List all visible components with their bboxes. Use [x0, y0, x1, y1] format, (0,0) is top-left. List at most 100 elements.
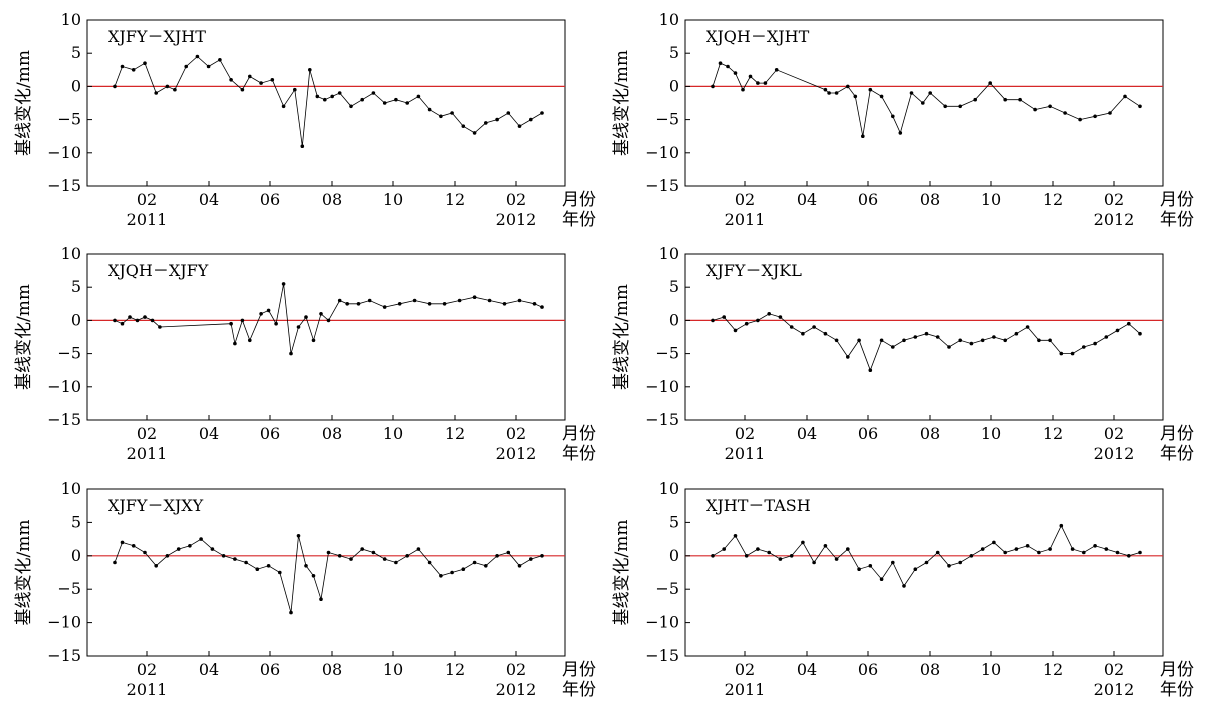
data-point: [173, 87, 177, 92]
data-point: [868, 564, 873, 568]
year-label: 2012: [496, 210, 537, 229]
data-point: [326, 550, 331, 555]
data-point: [992, 335, 996, 339]
data-point: [495, 117, 499, 122]
data-point: [711, 554, 715, 558]
data-point: [1003, 550, 1007, 555]
data-point: [853, 94, 858, 99]
data-point: [176, 547, 181, 551]
data-point: [778, 315, 783, 319]
data-point: [506, 550, 511, 555]
data-point: [718, 61, 723, 65]
data-point: [924, 331, 929, 336]
y-tick-label: −5: [57, 344, 81, 363]
data-point: [128, 315, 132, 319]
y-tick-label: 5: [71, 43, 81, 62]
data-point: [1115, 550, 1120, 555]
x-tick-label: 02: [137, 660, 157, 679]
data-point: [1127, 554, 1131, 558]
data-point: [973, 97, 977, 102]
data-point: [131, 68, 136, 72]
data-point: [210, 547, 215, 551]
data-point: [143, 315, 147, 319]
data-point: [1037, 338, 1041, 343]
chart-title: XJQH－XJHT: [706, 27, 810, 46]
y-tick-label: −10: [645, 613, 679, 632]
data-point: [1003, 97, 1007, 102]
data-point: [980, 547, 985, 551]
x-tick-label: 12: [445, 424, 465, 443]
year-unit-label: 年份: [1160, 444, 1194, 464]
year-label: 2012: [1094, 680, 1135, 699]
x-tick-label: 06: [858, 424, 878, 443]
y-tick-label: −10: [645, 377, 679, 396]
data-point: [206, 64, 211, 69]
data-point: [506, 111, 511, 115]
data-point: [281, 282, 286, 286]
data-point: [199, 537, 203, 541]
x-tick-label: 10: [383, 190, 403, 209]
data-point: [371, 91, 376, 95]
data-point: [744, 321, 749, 326]
year-unit-label: 年份: [1160, 680, 1194, 700]
data-point: [1018, 97, 1022, 102]
data-point: [857, 338, 861, 343]
data-point: [184, 64, 188, 69]
data-point: [812, 560, 816, 565]
x-tick-label: 02: [137, 190, 157, 209]
data-point: [495, 554, 499, 558]
data-point: [165, 84, 170, 89]
data-point: [879, 94, 884, 99]
data-point: [154, 91, 158, 95]
y-tick-label: −10: [645, 143, 679, 162]
x-tick-label: 12: [1043, 190, 1063, 209]
data-point: [947, 564, 951, 568]
data-point: [969, 341, 974, 346]
data-point: [165, 554, 170, 558]
data-point: [394, 97, 398, 102]
plot-frame: [86, 488, 566, 657]
data-point: [154, 564, 158, 568]
y-tick-label: 0: [669, 76, 679, 95]
data-point: [726, 64, 730, 69]
year-label: 2012: [1094, 210, 1135, 229]
data-point: [812, 325, 816, 329]
data-point: [120, 64, 125, 69]
data-point: [1014, 547, 1019, 551]
data-point: [337, 298, 342, 303]
data-point: [472, 295, 477, 300]
data-point: [311, 574, 316, 578]
data-point: [326, 318, 331, 323]
data-point: [529, 557, 533, 561]
x-tick-label: 06: [260, 424, 280, 443]
data-point: [255, 567, 260, 571]
data-point: [345, 302, 350, 306]
data-point: [248, 338, 252, 343]
data-point: [711, 318, 715, 323]
data-point: [218, 58, 222, 62]
x-tick-label: 04: [199, 660, 219, 679]
data-point: [412, 298, 417, 303]
x-tick-label: 10: [383, 660, 403, 679]
y-axis-label: 基线变化/mm: [612, 284, 632, 390]
y-tick-label: −5: [655, 110, 679, 129]
data-point: [1138, 550, 1142, 555]
x-tick-label: 02: [1104, 190, 1124, 209]
x-unit-label: 月份: [1160, 660, 1194, 680]
data-point: [293, 87, 297, 92]
data-point: [943, 104, 947, 109]
y-tick-label: 0: [71, 76, 81, 95]
data-point: [427, 107, 432, 112]
y-tick-label: −5: [655, 579, 679, 598]
data-point: [1093, 114, 1097, 119]
data-point: [330, 94, 335, 99]
data-point: [439, 114, 443, 119]
data-point: [898, 131, 903, 135]
data-point: [733, 71, 738, 75]
y-tick-label: 10: [659, 244, 679, 263]
data-point: [484, 564, 488, 568]
plot-frame: [86, 253, 566, 421]
x-tick-label: 12: [445, 660, 465, 679]
x-tick-label: 04: [199, 424, 219, 443]
